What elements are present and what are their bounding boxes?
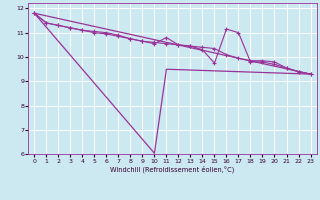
- X-axis label: Windchill (Refroidissement éolien,°C): Windchill (Refroidissement éolien,°C): [110, 165, 235, 173]
